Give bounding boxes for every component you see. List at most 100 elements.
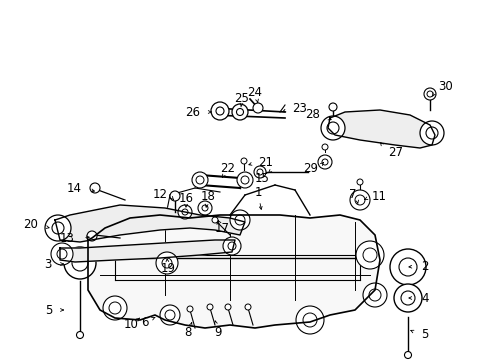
Text: 4: 4 bbox=[420, 292, 427, 305]
Circle shape bbox=[87, 231, 97, 241]
Text: 21: 21 bbox=[258, 156, 272, 168]
Polygon shape bbox=[327, 110, 434, 148]
Circle shape bbox=[192, 172, 207, 188]
Circle shape bbox=[362, 283, 386, 307]
Circle shape bbox=[202, 205, 207, 211]
Circle shape bbox=[326, 122, 338, 134]
Text: 27: 27 bbox=[387, 145, 402, 158]
Text: 6: 6 bbox=[141, 315, 148, 328]
Text: 11: 11 bbox=[371, 189, 386, 202]
Text: 19: 19 bbox=[160, 261, 175, 274]
Circle shape bbox=[212, 217, 218, 223]
Circle shape bbox=[51, 243, 73, 265]
Circle shape bbox=[356, 179, 362, 185]
Circle shape bbox=[321, 159, 327, 165]
Circle shape bbox=[423, 88, 435, 100]
Text: 26: 26 bbox=[184, 105, 200, 118]
Circle shape bbox=[90, 183, 100, 193]
Circle shape bbox=[425, 127, 437, 139]
Circle shape bbox=[236, 108, 243, 116]
Text: 15: 15 bbox=[254, 171, 269, 184]
Circle shape bbox=[257, 169, 263, 175]
Circle shape bbox=[109, 302, 121, 314]
Text: 2: 2 bbox=[420, 260, 427, 273]
Circle shape bbox=[237, 172, 252, 188]
Circle shape bbox=[252, 103, 263, 113]
Text: 20: 20 bbox=[23, 219, 38, 231]
Polygon shape bbox=[88, 215, 379, 328]
Circle shape bbox=[196, 176, 203, 184]
Circle shape bbox=[72, 255, 88, 271]
Circle shape bbox=[317, 155, 331, 169]
Circle shape bbox=[362, 248, 376, 262]
Circle shape bbox=[349, 190, 369, 210]
Circle shape bbox=[210, 102, 228, 120]
Circle shape bbox=[404, 351, 411, 359]
Circle shape bbox=[231, 104, 247, 120]
Circle shape bbox=[170, 191, 180, 201]
Circle shape bbox=[400, 291, 414, 305]
Polygon shape bbox=[60, 240, 235, 262]
Text: 9: 9 bbox=[214, 325, 221, 338]
Circle shape bbox=[355, 241, 383, 269]
Circle shape bbox=[182, 209, 187, 215]
Text: 3: 3 bbox=[44, 257, 52, 270]
Circle shape bbox=[64, 247, 96, 279]
Polygon shape bbox=[55, 205, 244, 242]
Text: 30: 30 bbox=[437, 81, 452, 94]
Circle shape bbox=[227, 242, 236, 250]
Text: 18: 18 bbox=[200, 189, 215, 202]
Text: 29: 29 bbox=[303, 162, 317, 175]
Circle shape bbox=[164, 310, 175, 320]
Text: 5: 5 bbox=[420, 328, 427, 342]
Circle shape bbox=[328, 103, 336, 111]
Text: 17: 17 bbox=[214, 221, 229, 234]
Circle shape bbox=[229, 210, 249, 230]
Circle shape bbox=[241, 158, 246, 164]
Circle shape bbox=[156, 252, 178, 274]
Circle shape bbox=[253, 166, 265, 178]
Text: 14: 14 bbox=[67, 181, 82, 194]
Text: 24: 24 bbox=[247, 85, 262, 99]
Circle shape bbox=[216, 107, 224, 115]
Circle shape bbox=[178, 205, 192, 219]
Text: 25: 25 bbox=[234, 93, 249, 105]
Circle shape bbox=[235, 215, 244, 225]
Text: 7: 7 bbox=[348, 189, 355, 202]
Circle shape bbox=[198, 201, 212, 215]
Circle shape bbox=[103, 296, 127, 320]
Text: 12: 12 bbox=[153, 188, 168, 201]
Circle shape bbox=[52, 222, 64, 234]
Circle shape bbox=[321, 144, 327, 150]
Text: 23: 23 bbox=[291, 102, 306, 114]
Circle shape bbox=[160, 305, 180, 325]
Circle shape bbox=[303, 313, 316, 327]
Text: 5: 5 bbox=[44, 303, 52, 316]
Text: 22: 22 bbox=[220, 162, 235, 175]
Circle shape bbox=[45, 215, 71, 241]
Circle shape bbox=[389, 249, 425, 285]
Circle shape bbox=[393, 284, 421, 312]
Circle shape bbox=[368, 289, 380, 301]
Text: 10: 10 bbox=[123, 319, 138, 332]
Circle shape bbox=[223, 237, 241, 255]
Circle shape bbox=[224, 304, 230, 310]
Circle shape bbox=[354, 195, 364, 205]
Circle shape bbox=[426, 91, 432, 97]
Text: 1: 1 bbox=[254, 186, 261, 199]
Text: 13: 13 bbox=[60, 231, 75, 244]
Circle shape bbox=[419, 121, 443, 145]
Circle shape bbox=[241, 176, 248, 184]
Circle shape bbox=[320, 116, 345, 140]
Circle shape bbox=[57, 249, 67, 259]
Circle shape bbox=[398, 258, 416, 276]
Circle shape bbox=[295, 306, 324, 334]
Text: 8: 8 bbox=[184, 327, 191, 339]
Circle shape bbox=[206, 304, 213, 310]
Circle shape bbox=[162, 258, 172, 268]
Circle shape bbox=[76, 332, 83, 338]
Text: 28: 28 bbox=[305, 108, 319, 122]
Circle shape bbox=[186, 306, 193, 312]
Circle shape bbox=[244, 304, 250, 310]
Text: 16: 16 bbox=[178, 192, 193, 204]
